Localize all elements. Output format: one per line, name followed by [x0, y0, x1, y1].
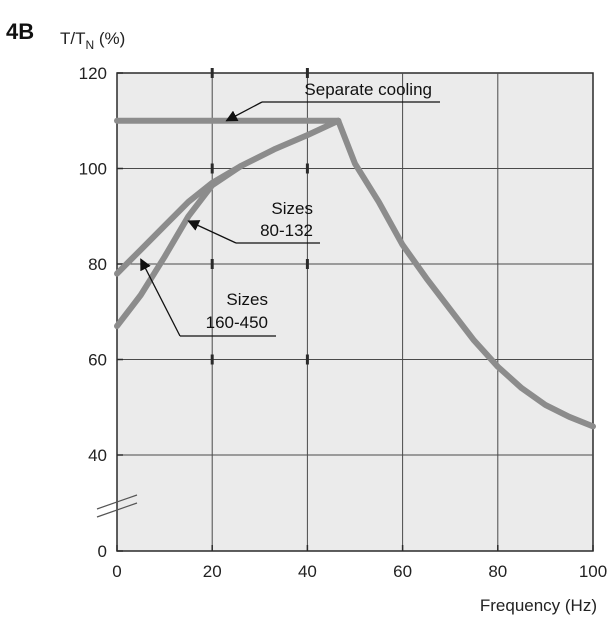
y-tick-label-120: 120: [79, 64, 107, 83]
annotation-3-text: 160-450: [206, 313, 268, 332]
annotations: Separate cooling Sizes 80-132 Sizes 160-450: [140, 80, 440, 337]
annotation-2: Sizes 80-132: [187, 199, 320, 244]
series-line-4: [335, 117, 596, 430]
x-tick-label-40: 40: [298, 562, 317, 581]
annotation-2-arrow: [187, 220, 237, 244]
axis-break: [96, 494, 138, 518]
grid: [117, 68, 593, 551]
y-axis-title-main: T/T: [60, 29, 86, 48]
annotation-3-text: Sizes: [226, 290, 268, 309]
plot-area: [116, 72, 594, 552]
x-tick-label-80: 80: [488, 562, 507, 581]
annotation-3: Sizes 160-450: [140, 258, 276, 337]
axis-break-mark-2: [96, 502, 138, 518]
annotation-1-text: Separate cooling: [304, 80, 432, 99]
x-axis-title: Frequency (Hz): [480, 596, 597, 615]
annotation-3-arrow: [140, 258, 181, 337]
figure-number: 4B: [6, 19, 34, 44]
x-tick-label-60: 60: [393, 562, 412, 581]
series-line-3: [114, 163, 244, 330]
y-axis-title: T/TN (%): [60, 29, 125, 52]
y-tick-label-0: 0: [98, 542, 107, 561]
y-tick-label-100: 100: [79, 160, 107, 179]
x-tick-label-100: 100: [579, 562, 607, 581]
y-tick-label-40: 40: [88, 446, 107, 465]
y-tick-label-80: 80: [88, 255, 107, 274]
annotation-1: Separate cooling: [225, 80, 440, 122]
annotation-1-arrow: [225, 101, 263, 122]
x-tick-label-0: 0: [112, 562, 121, 581]
axis-ticks: 0 20 40 60 80 100 0 40 60 80 100 120: [79, 64, 608, 581]
annotation-2-text: Sizes: [271, 199, 313, 218]
y-axis-title-unit: (%): [94, 29, 125, 48]
x-tick-label-20: 20: [203, 562, 222, 581]
y-tick-label-60: 60: [88, 351, 107, 370]
y-axis-title-subscript: N: [86, 38, 95, 52]
annotation-2-text: 80-132: [260, 221, 313, 240]
axis-break-mark-1: [96, 494, 138, 510]
